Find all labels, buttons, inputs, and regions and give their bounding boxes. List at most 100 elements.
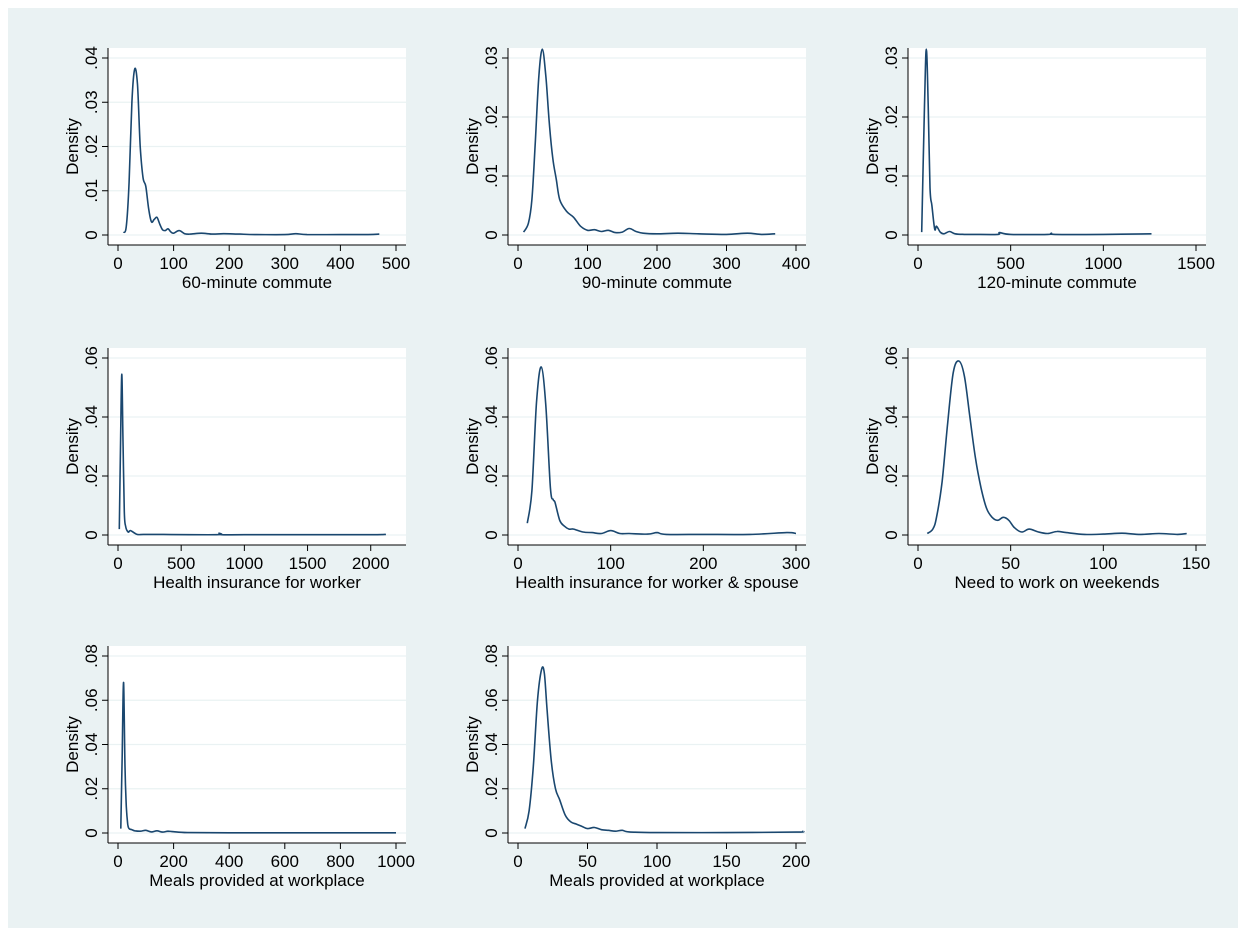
y-tick-label: .06	[82, 346, 101, 370]
y-tick-label: 0	[482, 230, 501, 239]
x-tick-label: 0	[913, 554, 922, 573]
x-tick-label: 100	[573, 254, 601, 273]
x-tick-label: 0	[913, 254, 922, 273]
y-tick-label: .03	[882, 46, 901, 70]
y-axis-title: Density	[63, 118, 82, 175]
x-tick-label: 0	[513, 554, 522, 573]
x-tick-label: 0	[113, 254, 122, 273]
y-tick-label: .02	[882, 105, 901, 129]
density-curve	[120, 681, 396, 834]
y-tick-label: .06	[882, 346, 901, 370]
y-tick-label: .04	[82, 46, 101, 70]
plot-area	[908, 348, 1206, 545]
y-tick-label: .06	[482, 688, 501, 712]
x-tick-label: 1000	[377, 852, 415, 871]
x-tick-label: 500	[382, 254, 410, 273]
x-tick-label: 500	[996, 254, 1024, 273]
x-tick-label: 50	[578, 852, 597, 871]
density-curve	[522, 48, 776, 236]
x-tick-label: 150	[1182, 554, 1210, 573]
x-tick-label: 50	[1001, 554, 1020, 573]
x-tick-label: 100	[643, 852, 671, 871]
y-tick-label: 0	[482, 530, 501, 539]
y-tick-label: .02	[82, 464, 101, 488]
density-curve	[926, 360, 1187, 536]
x-tick-label: 1000	[1084, 254, 1122, 273]
y-axis-title: Density	[463, 118, 482, 175]
x-tick-label: 200	[643, 254, 671, 273]
y-tick-label: 0	[82, 230, 101, 239]
y-tick-label: .01	[482, 164, 501, 188]
x-axis-title: 60-minute commute	[182, 273, 332, 292]
density-panel-1: 0 .01 .02 .03 .04 0 100 200 300 400 500 60-minute c…	[63, 46, 410, 292]
density-curve	[122, 67, 380, 236]
x-tick-label: 1500	[289, 554, 327, 573]
x-tick-label: 1000	[225, 554, 263, 573]
density-curve	[526, 366, 797, 536]
x-tick-label: 200	[215, 254, 243, 273]
y-tick-label: .04	[882, 405, 901, 429]
x-tick-label: 200	[689, 554, 717, 573]
y-axis-title: Density	[863, 118, 882, 175]
x-tick-label: 400	[215, 852, 243, 871]
x-axis-title: 120-minute commute	[977, 273, 1137, 292]
y-tick-label: .04	[482, 405, 501, 429]
x-axis-title: Health insurance for worker & spouse	[515, 573, 798, 592]
y-tick-label: .02	[82, 135, 101, 159]
y-tick-label: 0	[482, 828, 501, 837]
x-tick-label: 2000	[352, 554, 390, 573]
y-tick-label: .01	[882, 164, 901, 188]
y-axis-title: Density	[63, 716, 82, 773]
x-tick-label: 800	[326, 852, 354, 871]
x-tick-label: 100	[596, 554, 624, 573]
x-tick-label: 200	[782, 852, 810, 871]
y-tick-label: 0	[82, 530, 101, 539]
x-tick-label: 300	[712, 254, 740, 273]
y-tick-label: .03	[482, 46, 501, 70]
density-panel-8: 0 .02 .04 .06 .08 0 50 100 150 200 Meals provided …	[463, 644, 810, 890]
y-axis-title: Density	[463, 418, 482, 475]
y-tick-label: 0	[82, 828, 101, 837]
x-axis-title: Health insurance for worker	[153, 573, 361, 592]
x-tick-label: 300	[782, 554, 810, 573]
density-curve	[524, 666, 805, 834]
x-tick-label: 100	[1089, 554, 1117, 573]
y-tick-label: .06	[482, 346, 501, 370]
x-axis-title: Need to work on weekends	[954, 573, 1159, 592]
x-tick-label: 200	[159, 852, 187, 871]
density-curve	[920, 48, 1152, 236]
y-axis-title: Density	[63, 418, 82, 475]
x-tick-label: 100	[159, 254, 187, 273]
y-tick-label: .04	[82, 733, 101, 757]
density-panel-2: 0 .01 .02 .03 0 100 200 300 400 90-minute commute…	[463, 46, 810, 292]
y-tick-label: .08	[482, 644, 501, 668]
y-tick-label: .02	[482, 777, 501, 801]
density-panel-7: 0 .02 .04 .06 .08 0 200 400 600 800 1000 Meals prov…	[63, 644, 415, 890]
density-panel-3: 0 .01 .02 .03 0 500 1000 1500 120-minute commute…	[863, 46, 1215, 292]
plot-area	[908, 48, 1206, 245]
x-tick-label: 400	[326, 254, 354, 273]
y-tick-label: .02	[482, 464, 501, 488]
y-axis-title: Density	[863, 418, 882, 475]
y-tick-label: .02	[82, 777, 101, 801]
y-tick-label: .04	[82, 405, 101, 429]
x-tick-label: 0	[113, 554, 122, 573]
y-tick-label: .04	[482, 733, 501, 757]
y-tick-label: .08	[82, 644, 101, 668]
x-axis-title: Meals provided at workplace	[149, 871, 364, 890]
y-tick-label: .06	[82, 688, 101, 712]
plot-area	[108, 348, 406, 545]
y-tick-label: .01	[82, 179, 101, 203]
y-tick-label: 0	[882, 530, 901, 539]
x-tick-label: 0	[513, 254, 522, 273]
x-tick-label: 0	[113, 852, 122, 871]
x-axis-title: 90-minute commute	[582, 273, 732, 292]
density-panel-6: 0 .02 .04 .06 0 50 100 150 Need to work on weeke…	[863, 346, 1210, 592]
x-tick-label: 150	[712, 852, 740, 871]
figure-background: 0.01.02.03.04 0 100 200 300 400 500 60-minute c…	[8, 8, 1238, 928]
y-tick-label: .02	[482, 105, 501, 129]
x-tick-label: 300	[271, 254, 299, 273]
